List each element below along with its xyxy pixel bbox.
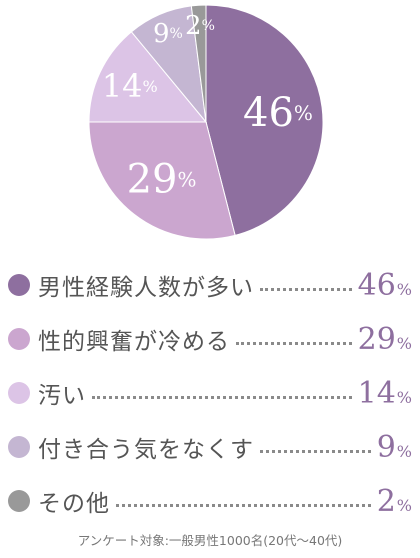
dotted-leader <box>92 395 352 399</box>
legend-value: 9% <box>376 429 412 465</box>
legend-label: 男性経験人数が多い <box>38 275 254 301</box>
legend-label: 汚い <box>38 383 86 409</box>
dotted-leader <box>116 503 371 507</box>
legend-value: 2% <box>376 483 412 519</box>
slice-value-label: 46% <box>243 90 313 136</box>
pie-slice <box>190 4 207 123</box>
legend-label: その他 <box>38 491 110 517</box>
legend: 男性経験人数が多い 46% 性的興奮が冷める 29% 汚い 14% 付き合う気をなくす 9% そ… <box>8 258 412 528</box>
slice-value-label: 2% <box>185 11 215 41</box>
survey-footnote: アンケート対象:一般男性1000名(20代〜40代) <box>77 533 343 548</box>
legend-swatch <box>8 382 30 404</box>
legend-value: 14% <box>357 375 412 411</box>
slice-value-label: 29% <box>127 156 197 202</box>
slice-value-label: 14% <box>102 67 158 105</box>
pie-chart: 46% 29% 14% 9% 2% <box>88 4 324 240</box>
legend-row: 汚い 14% <box>8 366 412 420</box>
legend-row: 性的興奮が冷める 29% <box>8 312 412 366</box>
legend-label: 性的興奮が冷める <box>38 329 230 355</box>
legend-swatch <box>8 490 30 512</box>
pie-slice <box>205 4 324 236</box>
pie-slice <box>88 31 208 123</box>
legend-value: 29% <box>357 321 412 357</box>
slice-value-label: 9% <box>153 19 183 49</box>
dotted-leader <box>260 287 352 291</box>
dotted-leader <box>260 449 371 453</box>
legend-row: 付き合う気をなくす 9% <box>8 420 412 474</box>
legend-row: 男性経験人数が多い 46% <box>8 258 412 312</box>
legend-value: 46% <box>357 267 412 303</box>
dotted-leader <box>236 341 352 345</box>
legend-row: その他 2% <box>8 474 412 528</box>
legend-swatch <box>8 436 30 458</box>
legend-label: 付き合う気をなくす <box>38 437 254 463</box>
legend-swatch <box>8 328 30 350</box>
pie-slice <box>88 121 236 240</box>
legend-swatch <box>8 274 30 296</box>
